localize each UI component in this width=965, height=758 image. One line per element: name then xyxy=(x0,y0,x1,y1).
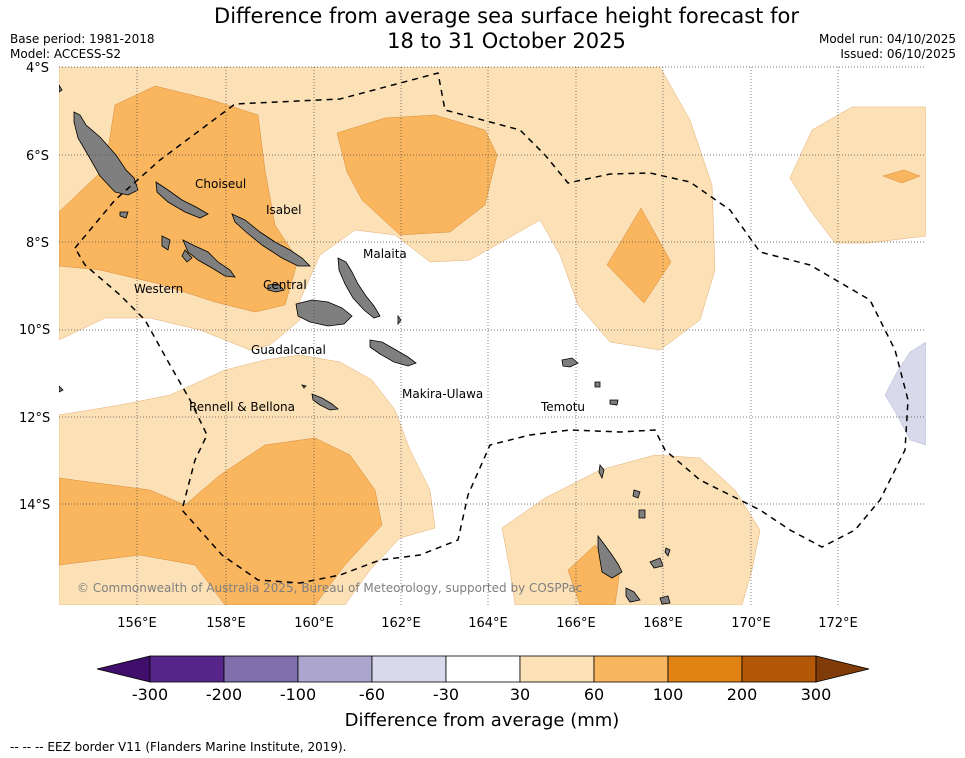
region-label-makira-ulawa: Makira-Ulawa xyxy=(402,387,483,401)
model-name: Model: ACCESS-S2 xyxy=(10,47,122,61)
island-malekula xyxy=(625,587,641,603)
lat-tick: 4°S xyxy=(26,61,49,76)
region-label-choiseul: Choiseul xyxy=(195,177,246,191)
lon-axis: 156°E 158°E 160°E 162°E 164°E 166°E 168°… xyxy=(117,616,858,631)
colorbar-segment xyxy=(297,655,373,683)
meta-right: Model run: 04/10/2025 Issued: 06/10/2025 xyxy=(819,32,956,62)
colorbar-tick-label: 200 xyxy=(727,685,758,704)
lat-tick: 12°S xyxy=(19,411,50,426)
island-isabel xyxy=(231,213,311,267)
colorbar-segment xyxy=(593,655,669,683)
colorbar: -300 -200 -100 -60 -30 30 60 100 200 300 xyxy=(96,655,870,704)
lon-tick: 156°E xyxy=(117,616,157,631)
colorbar-extend-low xyxy=(96,655,151,683)
lat-tick: 6°S xyxy=(26,149,49,164)
lon-tick: 170°E xyxy=(731,616,771,631)
island-ngella xyxy=(267,283,285,293)
region-label-temotu: Temotu xyxy=(540,400,585,414)
colorbar-extend-high xyxy=(815,655,870,683)
lon-tick: 168°E xyxy=(643,616,683,631)
island-choiseul xyxy=(155,181,209,219)
region-label-western: Western xyxy=(134,282,183,296)
island-makira xyxy=(369,339,417,367)
lon-tick: 162°E xyxy=(381,616,421,631)
lon-tick: 172°E xyxy=(818,616,858,631)
eez-legend-note: -- -- -- EEZ border V11 (Flanders Marine… xyxy=(10,740,347,754)
colorbar-segment xyxy=(371,655,447,683)
island-small-k xyxy=(301,384,307,389)
colorbar-segment xyxy=(223,655,299,683)
island-small-h xyxy=(598,464,605,480)
contour-60-100-south-west xyxy=(59,437,383,605)
gridlines xyxy=(59,66,926,605)
contour-30-60-south-east xyxy=(501,454,761,605)
colorbar-segment xyxy=(519,655,595,683)
lat-axis: 4°S 6°S 8°S 10°S 12°S 14°S xyxy=(19,61,50,513)
colorbar-tick-label: -200 xyxy=(206,685,242,704)
lat-tick: 8°S xyxy=(26,236,49,251)
island-malaita xyxy=(337,257,381,319)
colorbar-tick-label: 300 xyxy=(801,685,832,704)
colorbar-tick-label: -60 xyxy=(359,685,385,704)
island-small-a xyxy=(638,509,646,519)
island-bougainville xyxy=(73,111,139,196)
island-guadalcanal xyxy=(295,299,353,327)
island-small-g xyxy=(397,314,402,326)
region-labels: Choiseul Isabel Malaita Western Central … xyxy=(134,177,585,414)
colorbar-title: Difference from average (mm) xyxy=(345,710,620,731)
island-small-d xyxy=(594,381,601,388)
title-line-1: Difference from average sea surface heig… xyxy=(214,4,799,28)
lat-tick: 10°S xyxy=(19,323,50,338)
model-run: Model run: 04/10/2025 xyxy=(818,32,956,46)
lat-tick: 14°S xyxy=(19,498,50,513)
island-vanua-lava xyxy=(597,534,623,579)
lon-tick: 166°E xyxy=(556,616,596,631)
colorbar-tick-label: 100 xyxy=(653,685,684,704)
island-new-georgia xyxy=(182,239,236,278)
contour-negative-east xyxy=(884,341,926,446)
base-period: Base period: 1981-2018 xyxy=(10,32,155,46)
colorbar-segment xyxy=(149,655,225,683)
islands xyxy=(59,84,671,605)
region-label-malaita: Malaita xyxy=(363,247,407,261)
meta-left: Base period: 1981-2018 Model: ACCESS-S2 xyxy=(10,32,155,62)
region-label-rennell-bellona: Rennell & Bellona xyxy=(189,400,295,414)
island-small-b xyxy=(632,489,641,499)
contour-60-100-far-east xyxy=(882,169,921,184)
island-small-j xyxy=(59,385,64,393)
island-small-c xyxy=(609,399,619,406)
island-vella-lavella xyxy=(161,235,171,251)
island-ranongga xyxy=(181,249,193,263)
map-plot-area: © Commonwealth of Australia 2025, Bureau… xyxy=(59,67,926,605)
region-label-isabel: Isabel xyxy=(266,203,301,217)
colorbar-tick-label: 30 xyxy=(510,685,530,704)
island-small-l xyxy=(664,547,671,557)
region-label-central: Central xyxy=(263,278,307,292)
region-label-guadalcanal: Guadalcanal xyxy=(251,343,326,357)
island-santa-cruz xyxy=(561,357,579,368)
lon-tick: 160°E xyxy=(294,616,334,631)
colorbar-segment xyxy=(741,655,817,683)
contour-60-100-central xyxy=(336,114,498,236)
island-small-i xyxy=(59,84,63,93)
title-line-2: 18 to 31 October 2025 xyxy=(387,29,626,53)
lon-tick: 164°E xyxy=(468,616,508,631)
island-small-f xyxy=(659,595,671,605)
colorbar-segment xyxy=(445,655,521,683)
chart-title: Difference from average sea surface heig… xyxy=(0,4,965,54)
colorbar-tick-label: 60 xyxy=(584,685,604,704)
colorbar-tick-label: -30 xyxy=(433,685,459,704)
lon-tick: 158°E xyxy=(206,616,246,631)
colorbar-tick-label: -100 xyxy=(280,685,316,704)
colorbar-tick-label: -300 xyxy=(132,685,168,704)
colorbar-segment xyxy=(667,655,743,683)
island-shortland xyxy=(119,211,129,219)
contour-30-60-east xyxy=(789,106,926,244)
issued-date: Issued: 06/10/2025 xyxy=(840,47,956,61)
contour-60-100-east xyxy=(606,207,672,304)
copyright-text: © Commonwealth of Australia 2025, Bureau… xyxy=(77,581,582,595)
